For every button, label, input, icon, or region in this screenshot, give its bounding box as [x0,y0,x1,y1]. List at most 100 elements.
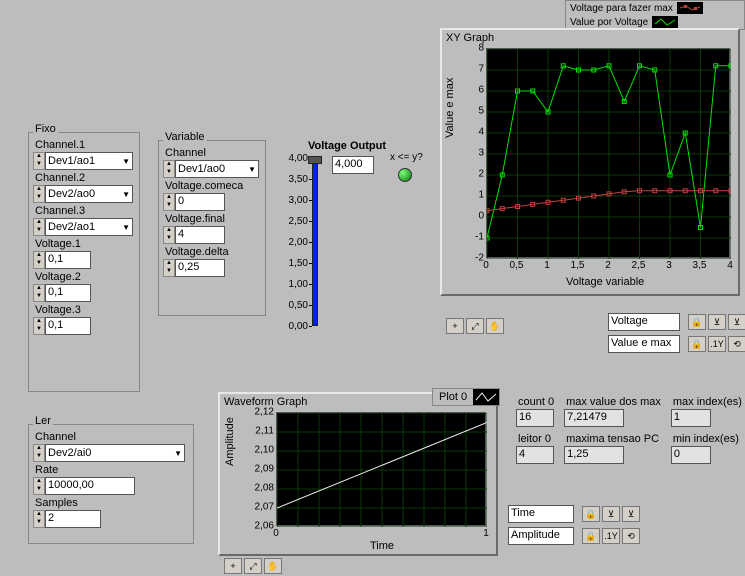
wf-scale-x-name[interactable]: Time [508,505,574,523]
xy-tool-pan-icon[interactable]: ✋ [486,318,504,334]
wf-scale-y-btn-icon[interactable]: ⟲ [622,528,640,544]
variable-vdelta-updown[interactable]: ▲▼ [163,259,175,277]
fixo-v1-updown[interactable]: ▲▼ [33,251,45,269]
wf-scale-y-name[interactable]: Amplitude [508,527,574,545]
xy-scale-x-btn1-icon[interactable]: ⊻ [708,314,726,330]
waveform-plot-legend[interactable]: Plot 0 [432,388,500,406]
xy-graph-title: XY Graph [442,30,738,46]
xley-led [398,168,412,182]
waveform-plot-label: Plot 0 [433,389,473,405]
fixo-ch2-label: Channel.2 [35,172,135,184]
waveform-palette: + ⤢ ✋ [222,556,284,576]
xy-scale-x-name[interactable]: Voltage [608,313,680,331]
chevron-down-icon: ▼ [248,165,256,174]
fixo-v3-label: Voltage.3 [35,304,135,316]
wf-scale-y-format-icon[interactable]: .1Y [602,528,620,544]
variable-vdelta-label: Voltage.delta [165,246,261,258]
xy-scale-y-format-icon[interactable]: .1Y [708,336,726,352]
variable-ch-select[interactable]: Dev1/ao0 ▼ [175,160,259,178]
maxindex-value: 1 [671,409,711,427]
voltage-slider-knob[interactable] [308,156,322,164]
fixo-ch3-label: Channel.3 [35,205,135,217]
ler-samples-input[interactable]: 2 [45,510,101,528]
maxtensao-value: 1,25 [564,446,624,464]
xy-tool-zoom-icon[interactable]: ⤢ [466,318,484,334]
waveform-ylabel: Amplitude [224,417,236,466]
count0-label: count 0 [518,396,554,408]
xy-palette: + ⤢ ✋ [444,316,506,336]
leitor0-value: 4 [516,446,554,464]
maxvalue-value: 7,21479 [564,409,624,427]
wf-tool-pan-icon[interactable]: ✋ [264,558,282,574]
xy-scale-x-btn2-icon[interactable]: ⊻ [728,314,745,330]
fixo-ch2-select[interactable]: Dev2/ao0▼ [45,185,133,203]
voltage-output-indicator: 4,000 [332,156,374,174]
variable-vcomeca-label: Voltage.comeca [165,180,261,192]
xy-legend: Voltage para fazer max Value por Voltage [565,0,745,30]
ler-rate-input[interactable]: 10000,00 [45,477,135,495]
legend-row-1: Voltage para fazer max [566,1,744,15]
leitor0-label: leitor 0 [518,433,554,445]
fixo-group: Fixo Channel.1 ▲▼Dev1/ao1▼ Channel.2 ▲▼D… [28,132,140,392]
wf-scale-y-lock-icon[interactable]: 🔒 [582,528,600,544]
ler-samples-updown[interactable]: ▲▼ [33,510,45,528]
variable-group: Variable Channel ▲▼Dev1/ao0▼ Voltage.com… [158,140,266,316]
ler-title: Ler [33,415,53,427]
wf-tool-zoom-icon[interactable]: ⤢ [244,558,262,574]
wf-scale-x-btn2-icon[interactable]: ⊻ [622,506,640,522]
variable-ch-label: Channel [165,147,261,159]
waveform-plot-swatch [473,389,499,405]
legend-swatch-1 [677,2,703,14]
fixo-ch1-select[interactable]: Dev1/ao1▼ [45,152,133,170]
xy-scale-y-name[interactable]: Value e max [608,335,680,353]
variable-vcomeca-updown[interactable]: ▲▼ [163,193,175,211]
variable-ch-value: Dev1/ao0 [178,163,225,175]
variable-vcomeca-input[interactable]: 0 [175,193,225,211]
fixo-v3-updown[interactable]: ▲▼ [33,317,45,335]
ler-ch-label: Channel [35,431,189,443]
fixo-v1-input[interactable]: 0,1 [45,251,91,269]
variable-ch-updown[interactable]: ▲▼ [163,160,175,178]
fixo-ch3-updown[interactable]: ▲▼ [33,218,45,236]
ler-ch-updown[interactable]: ▲▼ [33,444,45,462]
xy-graph-panel: XY Graph 00,511,522,533,54 -2-1012345678… [440,28,740,296]
maxindex-label: max index(es) [673,396,742,408]
waveform-area[interactable] [276,412,486,526]
fixo-ch3-value: Dev2/ao1 [48,221,95,233]
xy-graph-area[interactable] [486,48,730,258]
ler-ch-select[interactable]: Dev2/ai0▼ [45,444,185,462]
variable-title: Variable [163,131,207,143]
fixo-v2-updown[interactable]: ▲▼ [33,284,45,302]
xy-scale-y-lock-icon[interactable]: 🔒 [688,336,706,352]
ler-rate-label: Rate [35,464,189,476]
xy-xlabel: Voltage variable [566,276,644,288]
wf-tool-crosshair-icon[interactable]: + [224,558,242,574]
fixo-v1-label: Voltage.1 [35,238,135,250]
fixo-ch2-updown[interactable]: ▲▼ [33,185,45,203]
wf-scale-x-lock-icon[interactable]: 🔒 [582,506,600,522]
variable-vfinal-input[interactable]: 4 [175,226,225,244]
chevron-down-icon: ▼ [122,223,130,232]
fixo-ch1-value: Dev1/ao1 [48,155,95,167]
voltage-slider-track[interactable] [312,158,318,326]
xy-tool-crosshair-icon[interactable]: + [446,318,464,334]
fixo-ch3-select[interactable]: Dev2/ao1 ▼ [45,218,133,236]
minindex-value: 0 [671,446,711,464]
xy-scale-y-btn-icon[interactable]: ⟲ [728,336,745,352]
maxvalue-label: max value dos max [566,396,661,408]
waveform-xlabel: Time [370,540,394,552]
fixo-v2-input[interactable]: 0,1 [45,284,91,302]
variable-vfinal-updown[interactable]: ▲▼ [163,226,175,244]
count0-value: 16 [516,409,554,427]
xy-scale-x-lock-icon[interactable]: 🔒 [688,314,706,330]
minindex-label: min index(es) [673,433,742,445]
fixo-title: Fixo [33,123,58,135]
fixo-v3-input[interactable]: 0,1 [45,317,91,335]
maxtensao-label: maxima tensao PC [566,433,661,445]
fixo-ch1-updown[interactable]: ▲▼ [33,152,45,170]
wf-scale-x-btn1-icon[interactable]: ⊻ [602,506,620,522]
fixo-v2-label: Voltage.2 [35,271,135,283]
ler-rate-updown[interactable]: ▲▼ [33,477,45,495]
fixo-ch2-value: Dev2/ao0 [48,188,95,200]
variable-vdelta-input[interactable]: 0,25 [175,259,225,277]
